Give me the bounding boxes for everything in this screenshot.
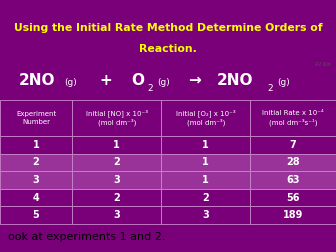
Text: 4: 4 — [33, 193, 40, 203]
Text: 3: 3 — [33, 175, 40, 185]
Bar — [161, 100, 250, 136]
Text: 3: 3 — [113, 210, 120, 220]
Text: →: → — [188, 73, 201, 87]
Bar — [0, 171, 72, 189]
Bar — [161, 206, 250, 224]
Text: Initial [O₂] x 10⁻³
(mol dm⁻³): Initial [O₂] x 10⁻³ (mol dm⁻³) — [176, 109, 236, 127]
Text: 1: 1 — [202, 175, 209, 185]
Bar — [161, 154, 250, 171]
Bar — [72, 100, 161, 136]
Text: 1: 1 — [202, 140, 209, 150]
Bar — [250, 189, 336, 206]
Bar — [72, 206, 161, 224]
Text: 1: 1 — [202, 158, 209, 168]
Text: 3: 3 — [113, 175, 120, 185]
Text: 2: 2 — [113, 158, 120, 168]
Text: Experiment
Number: Experiment Number — [16, 111, 56, 125]
Text: O: O — [131, 73, 144, 87]
Text: 2: 2 — [147, 84, 153, 93]
Text: 2: 2 — [202, 193, 209, 203]
Bar — [0, 136, 72, 154]
Text: +: + — [99, 73, 112, 87]
Bar — [72, 189, 161, 206]
Text: Using the Initial Rate Method Determine Orders of: Using the Initial Rate Method Determine … — [14, 23, 322, 33]
Text: 2NO: 2NO — [18, 73, 55, 87]
Text: Initial Rate x 10⁻⁴
(mol dm⁻³s⁻¹): Initial Rate x 10⁻⁴ (mol dm⁻³s⁻¹) — [262, 110, 324, 125]
Bar — [250, 171, 336, 189]
Text: 5: 5 — [33, 210, 40, 220]
Text: 189: 189 — [283, 210, 303, 220]
Text: (g): (g) — [277, 78, 290, 87]
Bar — [0, 100, 72, 136]
Bar — [72, 154, 161, 171]
Text: 3: 3 — [202, 210, 209, 220]
Text: 1: 1 — [33, 140, 40, 150]
Text: 2: 2 — [267, 84, 273, 93]
Text: 7: 7 — [290, 140, 297, 150]
Text: Reaction.: Reaction. — [139, 44, 197, 54]
Text: Initial [NO] x 10⁻³
(mol dm⁻³): Initial [NO] x 10⁻³ (mol dm⁻³) — [86, 109, 148, 127]
Bar — [250, 136, 336, 154]
Bar — [72, 136, 161, 154]
Bar — [0, 189, 72, 206]
Text: 1: 1 — [113, 140, 120, 150]
Bar — [161, 136, 250, 154]
Bar — [0, 154, 72, 171]
Bar — [161, 189, 250, 206]
Text: 2: 2 — [33, 158, 40, 168]
Text: A2 Kin: A2 Kin — [315, 62, 331, 67]
Text: 28: 28 — [286, 158, 300, 168]
Text: 56: 56 — [286, 193, 300, 203]
Bar — [250, 206, 336, 224]
Text: 2: 2 — [113, 193, 120, 203]
Text: 2NO: 2NO — [217, 73, 253, 87]
Text: (g): (g) — [157, 78, 170, 87]
Bar — [161, 171, 250, 189]
Bar — [250, 100, 336, 136]
Bar — [0, 206, 72, 224]
Text: ook at experiments 1 and 2.: ook at experiments 1 and 2. — [8, 232, 166, 242]
Text: (g): (g) — [64, 78, 77, 87]
Bar — [250, 154, 336, 171]
Bar — [72, 171, 161, 189]
Text: 63: 63 — [286, 175, 300, 185]
